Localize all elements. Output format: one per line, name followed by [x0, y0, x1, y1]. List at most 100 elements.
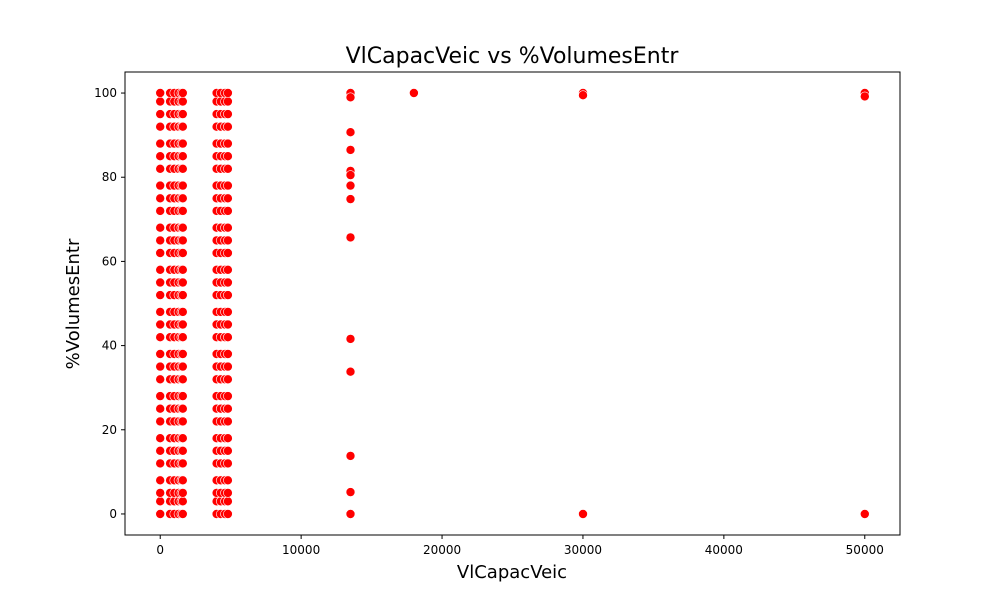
- data-point: [178, 151, 188, 161]
- data-point: [178, 193, 188, 204]
- data-point: [155, 416, 165, 427]
- x-tick-label: 50000: [846, 543, 884, 557]
- data-point: [155, 332, 165, 343]
- data-point: [345, 232, 356, 243]
- data-point: [178, 180, 188, 191]
- data-point: [178, 264, 188, 275]
- data-point: [178, 445, 188, 456]
- data-point: [223, 235, 233, 246]
- data-point: [578, 509, 588, 519]
- data-point: [223, 277, 233, 288]
- data-point: [155, 180, 165, 191]
- data-point: [178, 496, 188, 507]
- data-point: [223, 222, 233, 233]
- data-point: [345, 194, 356, 204]
- data-point: [859, 509, 870, 519]
- x-tick-label: 40000: [705, 543, 743, 557]
- x-tick-label: 20000: [423, 543, 461, 557]
- data-point: [409, 88, 419, 98]
- data-point: [223, 307, 233, 317]
- data-point: [178, 307, 188, 317]
- chart-title: VlCapacVeic vs %VolumesEntr: [346, 44, 680, 69]
- data-point: [155, 403, 165, 414]
- data-point: [155, 151, 165, 161]
- data-point: [178, 88, 188, 98]
- data-point: [155, 109, 165, 119]
- data-point: [223, 488, 233, 498]
- y-tick-label: 40: [102, 339, 117, 353]
- data-point: [178, 138, 188, 149]
- data-point: [155, 374, 165, 385]
- data-point: [178, 361, 188, 372]
- data-point: [155, 349, 165, 359]
- data-point: [345, 334, 356, 344]
- data-point: [155, 509, 165, 519]
- data-point: [178, 121, 188, 132]
- data-point: [178, 319, 188, 330]
- data-point: [223, 416, 233, 427]
- data-point: [223, 290, 233, 300]
- data-point: [155, 248, 165, 258]
- data-point: [223, 332, 233, 343]
- data-point: [155, 96, 165, 107]
- data-point: [345, 366, 356, 377]
- data-point: [178, 416, 188, 427]
- data-point: [178, 164, 188, 174]
- plot-area-frame: [124, 71, 901, 536]
- data-point: [345, 145, 356, 155]
- data-point: [223, 151, 233, 161]
- data-point: [223, 509, 233, 519]
- data-point: [345, 170, 356, 180]
- data-point: [155, 319, 165, 330]
- data-point: [155, 496, 165, 507]
- data-point: [223, 361, 233, 372]
- data-point: [178, 509, 188, 519]
- data-point: [178, 458, 188, 469]
- data-point: [223, 193, 233, 204]
- data-point: [178, 235, 188, 246]
- y-tick-label: 20: [102, 423, 117, 437]
- data-point: [223, 319, 233, 330]
- data-point: [155, 264, 165, 275]
- data-point: [223, 96, 233, 107]
- data-point: [155, 121, 165, 132]
- data-point: [345, 451, 356, 461]
- data-point: [178, 332, 188, 343]
- data-point: [223, 475, 233, 486]
- data-point: [223, 164, 233, 174]
- data-point: [223, 88, 233, 98]
- y-tick-label: 80: [102, 170, 117, 184]
- data-point: [223, 180, 233, 191]
- data-point: [178, 290, 188, 300]
- data-point: [155, 193, 165, 204]
- data-point: [178, 109, 188, 119]
- y-axis-label: %VolumesEntr: [63, 238, 84, 369]
- data-point: [155, 164, 165, 174]
- data-point: [155, 235, 165, 246]
- y-tick-label: 100: [94, 86, 117, 100]
- data-point: [155, 88, 165, 98]
- data-point: [178, 206, 188, 216]
- data-point: [155, 445, 165, 456]
- data-point: [223, 264, 233, 275]
- data-point: [345, 509, 356, 519]
- x-axis-label: VlCapacVeic: [457, 562, 567, 583]
- data-point: [223, 433, 233, 444]
- data-point: [345, 180, 356, 191]
- data-point: [223, 138, 233, 149]
- data-point: [155, 361, 165, 372]
- y-tick-label: 0: [109, 507, 117, 521]
- data-point: [178, 488, 188, 498]
- data-point: [178, 391, 188, 401]
- data-point: [223, 374, 233, 385]
- data-point: [345, 127, 356, 137]
- data-point: [178, 222, 188, 233]
- data-point: [155, 290, 165, 300]
- data-point: [223, 109, 233, 119]
- data-point: [178, 277, 188, 288]
- data-point: [345, 92, 356, 103]
- data-point: [223, 445, 233, 456]
